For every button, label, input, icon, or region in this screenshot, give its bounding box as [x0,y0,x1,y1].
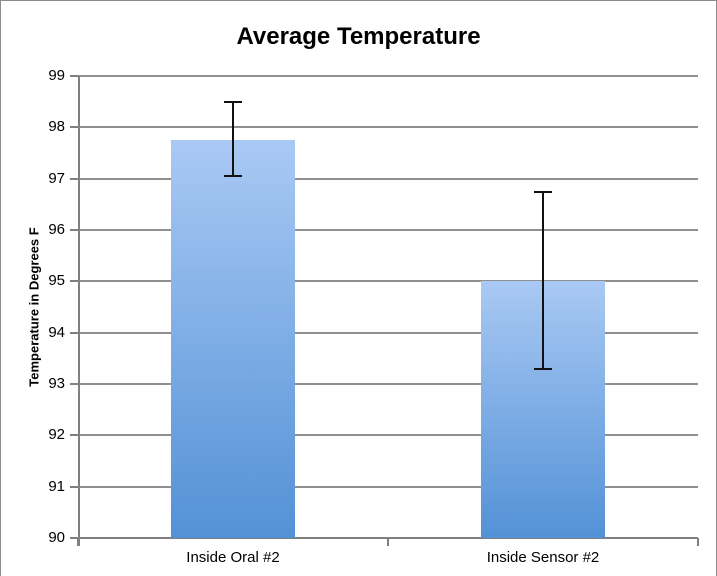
error-bar-cap-bottom [224,175,242,178]
y-tick-mark [70,331,78,334]
y-tick-mark [70,434,78,437]
gridline [78,331,698,334]
y-tick-label: 97 [48,169,65,187]
y-tick-mark [70,537,78,539]
gridline [78,280,698,283]
y-tick-mark [70,383,78,385]
y-tick-label: 98 [48,118,65,136]
y-axis-line [78,76,80,546]
y-tick-label: 95 [48,272,65,290]
y-tick-label: 90 [48,529,65,546]
error-bar-cap-top [224,100,242,103]
gridline [78,485,698,488]
y-tick-mark [70,485,78,488]
y-tick-mark [70,126,78,129]
x-category-label: Inside Oral #2 [186,549,280,566]
chart-title: Average Temperature [236,23,481,50]
y-tick-mark [70,177,78,180]
gridline [78,434,698,437]
y-tick-label: 93 [48,375,65,392]
gridline [78,75,698,77]
x-category-label: Inside Sensor #2 [486,549,600,566]
y-tick-label: 96 [48,221,65,238]
error-bar-cap-bottom [534,367,552,370]
gridline [78,383,698,385]
gridline [78,177,698,180]
y-tick-label: 91 [48,477,65,495]
x-boundary-tick [697,538,699,546]
error-bar [232,101,234,177]
x-boundary-tick [387,538,389,546]
gridline [78,229,698,231]
y-tick-label: 99 [48,67,65,84]
x-boundary-tick [77,538,79,546]
y-tick-label: 94 [48,323,65,341]
gridline [78,126,698,129]
y-tick-mark [70,229,78,231]
bar [171,140,295,538]
y-tick-mark [70,75,78,77]
y-tick-mark [70,280,78,283]
y-axis-label: Temperature in Degrees F [26,227,42,387]
error-bar-cap-top [534,190,552,193]
y-tick-label: 92 [48,426,65,444]
error-bar [542,191,544,369]
